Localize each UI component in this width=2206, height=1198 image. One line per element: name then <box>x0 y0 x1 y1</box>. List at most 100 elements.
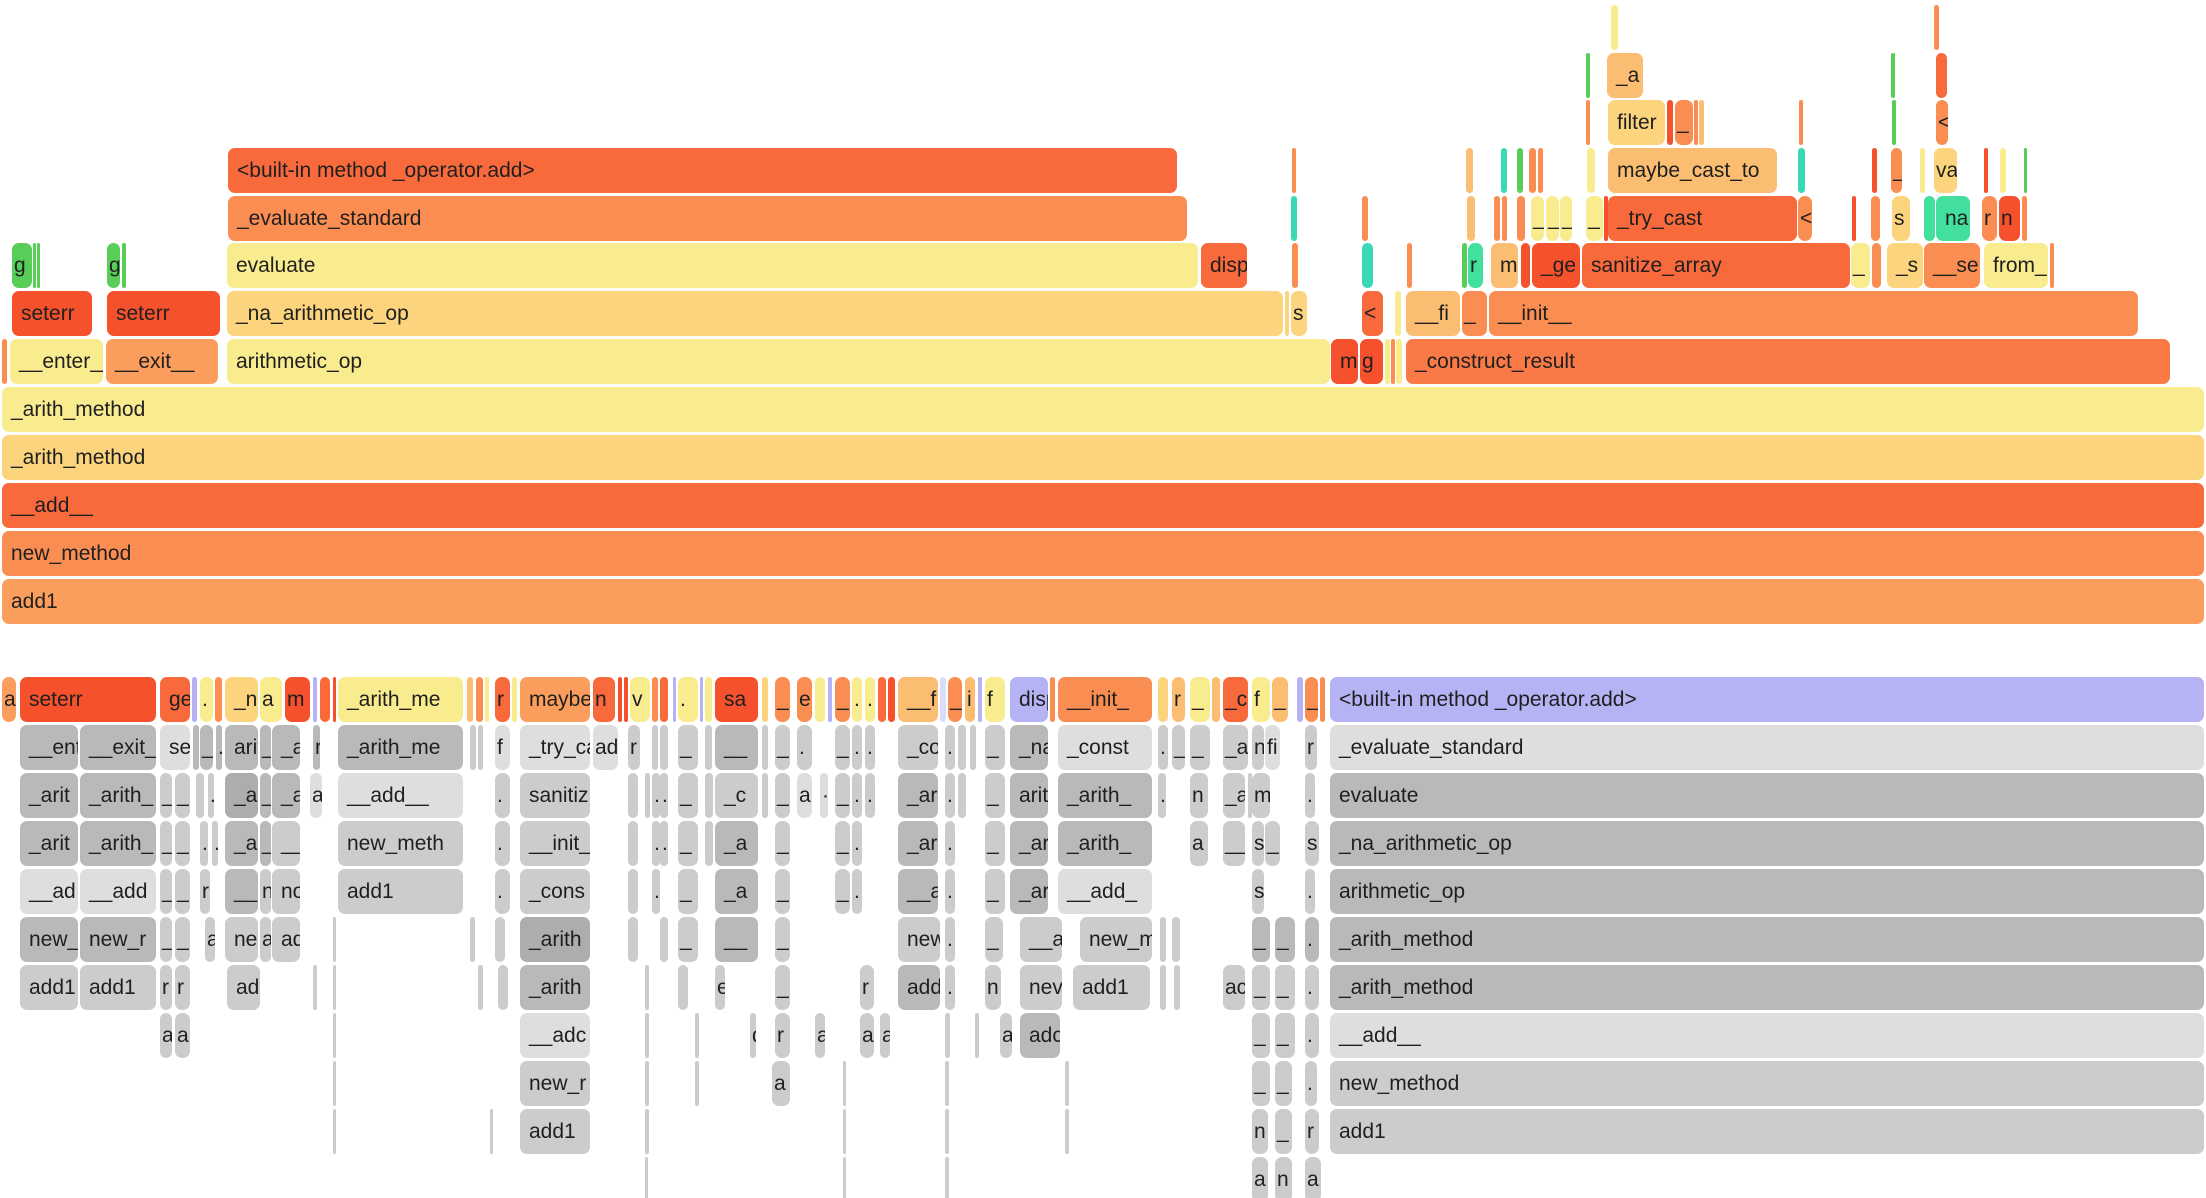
frame-[interactable]: . <box>200 677 213 722</box>
frame-_[interactable]: _ <box>1546 196 1559 241</box>
frame-sliver[interactable] <box>628 773 638 818</box>
frame-a[interactable]: a <box>1000 1013 1012 1058</box>
frame-f[interactable]: f <box>985 677 1005 722</box>
frame-sliver[interactable] <box>1538 148 1543 193</box>
frame-evaluate[interactable]: evaluate <box>1330 773 2204 818</box>
frame-sliver[interactable] <box>645 1061 649 1106</box>
frame-sliver[interactable] <box>628 869 638 914</box>
frame-a[interactable]: a <box>260 677 282 722</box>
frame-[interactable]: . <box>1158 773 1166 818</box>
frame-sliver[interactable] <box>843 1157 846 1198</box>
frame-sliver[interactable] <box>843 1061 846 1106</box>
frame-sliver[interactable] <box>1385 339 1390 384</box>
frame-_[interactable]: _ <box>1586 196 1603 241</box>
frame-sliver[interactable] <box>945 1157 949 1198</box>
frame-[interactable]: . <box>852 869 862 914</box>
frame-n[interactable]: n <box>985 965 1001 1010</box>
frame-sliver[interactable] <box>1172 917 1180 962</box>
frame-sliver[interactable] <box>1291 196 1297 241</box>
frame-sliver[interactable] <box>628 917 638 962</box>
frame-sliver[interactable] <box>843 1109 846 1154</box>
frame-a[interactable]: a <box>880 1013 890 1058</box>
frame-_[interactable]: _ <box>775 965 790 1010</box>
frame-_try_cast[interactable]: _try_cast <box>520 725 590 770</box>
frame-sliver[interactable] <box>1292 243 1298 288</box>
frame-ac[interactable]: ac <box>1223 965 1245 1010</box>
frame-[interactable]: . <box>652 821 660 866</box>
frame-sliver[interactable] <box>762 677 768 722</box>
frame-_[interactable]: _ <box>835 869 850 914</box>
frame-[interactable]: . <box>1305 773 1315 818</box>
frame-m[interactable]: m <box>1331 339 1358 384</box>
frame-sliver[interactable] <box>1362 196 1368 241</box>
frame-sliver[interactable] <box>1924 196 1935 241</box>
frame-sliver[interactable] <box>652 725 658 770</box>
frame-sliver[interactable] <box>645 1109 649 1154</box>
frame-_[interactable]: _ <box>160 917 172 962</box>
frame-sliver[interactable] <box>705 677 712 722</box>
frame-sliver[interactable] <box>1586 100 1590 145</box>
frame-sliver[interactable] <box>313 965 317 1010</box>
frame-_na_arithmetic_op[interactable]: _na_arithmetic_op <box>227 291 1283 336</box>
frame-a[interactable]: a <box>310 773 322 818</box>
frame-a[interactable]: a <box>860 1013 874 1058</box>
frame-sliver[interactable] <box>1065 1061 1069 1106</box>
frame-sliver[interactable] <box>705 773 713 818</box>
frame-m[interactable]: m <box>1491 243 1518 288</box>
frame-[interactable]: . <box>652 773 660 818</box>
frame-ad[interactable]: ad <box>593 725 618 770</box>
frame-g[interactable]: g <box>1360 339 1383 384</box>
frame-sliver[interactable] <box>695 1061 699 1106</box>
frame-sliver[interactable] <box>1852 196 1856 241</box>
frame-a[interactable]: a <box>175 1013 190 1058</box>
frame-sliver[interactable] <box>1871 196 1880 241</box>
frame-__a[interactable]: __a <box>898 869 938 914</box>
frame-_arith_[interactable]: _arith_ <box>1058 821 1152 866</box>
frame-m[interactable]: m <box>285 677 310 722</box>
frame-sliver[interactable] <box>215 677 222 722</box>
frame-[interactable]: . <box>865 677 875 722</box>
frame-_[interactable]: _ <box>775 917 790 962</box>
frame-sliver[interactable] <box>333 917 336 962</box>
frame-_[interactable]: _ <box>1560 196 1572 241</box>
frame-[interactable]: . <box>495 773 510 818</box>
frame-_na_arithmetic_op[interactable]: _na_arithmetic_op <box>1330 821 2204 866</box>
frame-_[interactable]: _ <box>260 821 271 866</box>
frame-ad[interactable]: ad <box>272 917 300 962</box>
frame-[interactable]: . <box>208 773 214 818</box>
frame-__[interactable]: __ <box>1223 821 1245 866</box>
frame-_[interactable]: _ <box>1190 725 1210 770</box>
frame-sliver[interactable] <box>498 965 508 1010</box>
frame-sliver[interactable] <box>193 725 199 770</box>
frame-sliver[interactable] <box>333 677 336 722</box>
frame-sliver[interactable] <box>495 917 505 962</box>
frame-sliver[interactable] <box>1798 148 1805 193</box>
frame-s[interactable]: s <box>1305 821 1319 866</box>
frame-sliver[interactable] <box>333 1109 336 1154</box>
frame-_a[interactable]: _a <box>715 821 758 866</box>
frame-sanitize_array[interactable]: sanitize_array <box>1582 243 1850 288</box>
frame-sliver[interactable] <box>624 677 628 722</box>
frame-disp[interactable]: disp <box>1010 677 1048 722</box>
frame-sliver[interactable] <box>828 677 832 722</box>
frame-__exit__[interactable]: __exit__ <box>80 725 156 770</box>
frame-[interactable]: . <box>652 869 660 914</box>
frame-seterr[interactable]: seterr <box>107 291 220 336</box>
frame-sliver[interactable] <box>1467 196 1475 241</box>
frame-s[interactable]: s <box>1252 869 1264 914</box>
frame-sliver[interactable] <box>1611 5 1618 50</box>
frame-__add__[interactable]: __add__ <box>338 773 463 818</box>
frame-sliver[interactable] <box>678 965 688 1010</box>
frame-sliver[interactable] <box>485 677 489 722</box>
frame-sliver[interactable] <box>1494 196 1500 241</box>
frame-sliver[interactable] <box>1501 148 1507 193</box>
frame-r[interactable]: r <box>1305 1109 1319 1154</box>
frame-[interactable]: . <box>1305 1013 1319 1058</box>
frame-sliver[interactable] <box>1160 917 1166 962</box>
frame-__[interactable]: __ <box>715 725 758 770</box>
frame-sliver[interactable] <box>333 1061 336 1106</box>
frame-sliver[interactable] <box>122 243 126 288</box>
frame-_evaluate_standard[interactable]: _evaluate_standard <box>1330 725 2204 770</box>
frame-evaluate[interactable]: evaluate <box>227 243 1198 288</box>
frame-_arith[interactable]: _arith <box>520 965 590 1010</box>
